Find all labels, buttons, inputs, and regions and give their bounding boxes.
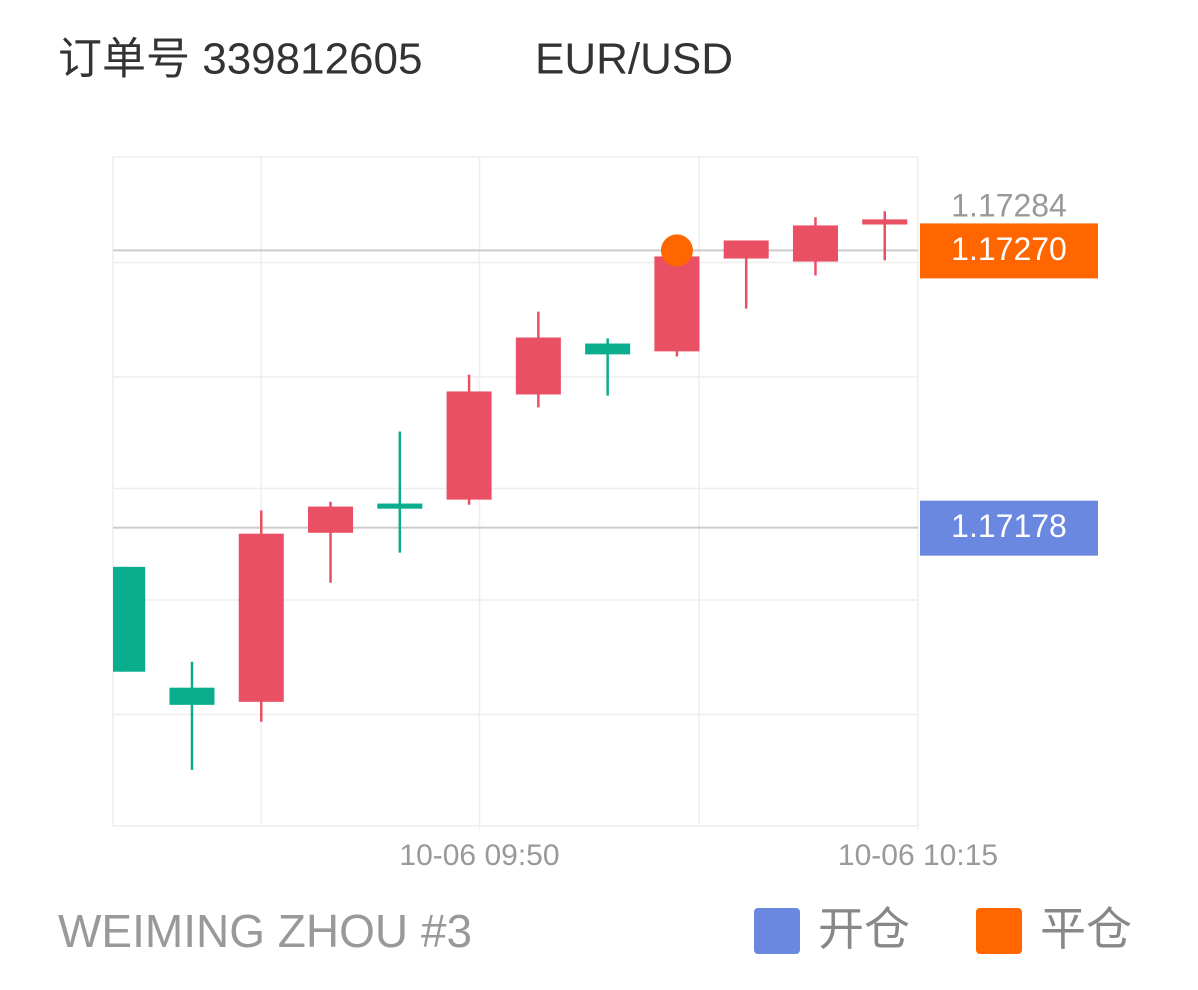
plot-frame xyxy=(112,156,919,827)
last-price-label: 1.17284 xyxy=(951,188,1067,224)
x-tick-label: 10-06 10:15 xyxy=(838,839,998,872)
candle-body xyxy=(238,533,284,702)
open-price-label: 1.17178 xyxy=(951,508,1067,544)
candle-body xyxy=(377,503,423,509)
candle-body xyxy=(792,225,838,262)
close-price-box xyxy=(920,223,1098,279)
candle-body xyxy=(169,687,215,705)
close-price-label: 1.17270 xyxy=(951,231,1067,267)
candle-body xyxy=(515,337,561,395)
candle-body xyxy=(723,240,769,259)
candle-body xyxy=(862,219,908,225)
x-tick-label: 10-06 09:50 xyxy=(399,839,559,872)
candle-body xyxy=(446,391,492,500)
candle-body xyxy=(113,566,146,672)
candle-body xyxy=(654,256,700,352)
legend-label: 平仓 xyxy=(1040,903,1132,955)
legend-swatch xyxy=(754,908,800,954)
legend-label: 开仓 xyxy=(818,903,910,955)
candle-body xyxy=(308,506,354,533)
legend-swatch xyxy=(976,908,1022,954)
open-price-box xyxy=(920,500,1098,556)
order-title: 订单号 339812605 xyxy=(58,35,422,84)
account: WEIMING ZHOU #3 xyxy=(58,905,472,957)
close-marker xyxy=(660,234,693,267)
candle-body xyxy=(585,343,631,355)
symbol: EUR/USD xyxy=(535,35,733,84)
